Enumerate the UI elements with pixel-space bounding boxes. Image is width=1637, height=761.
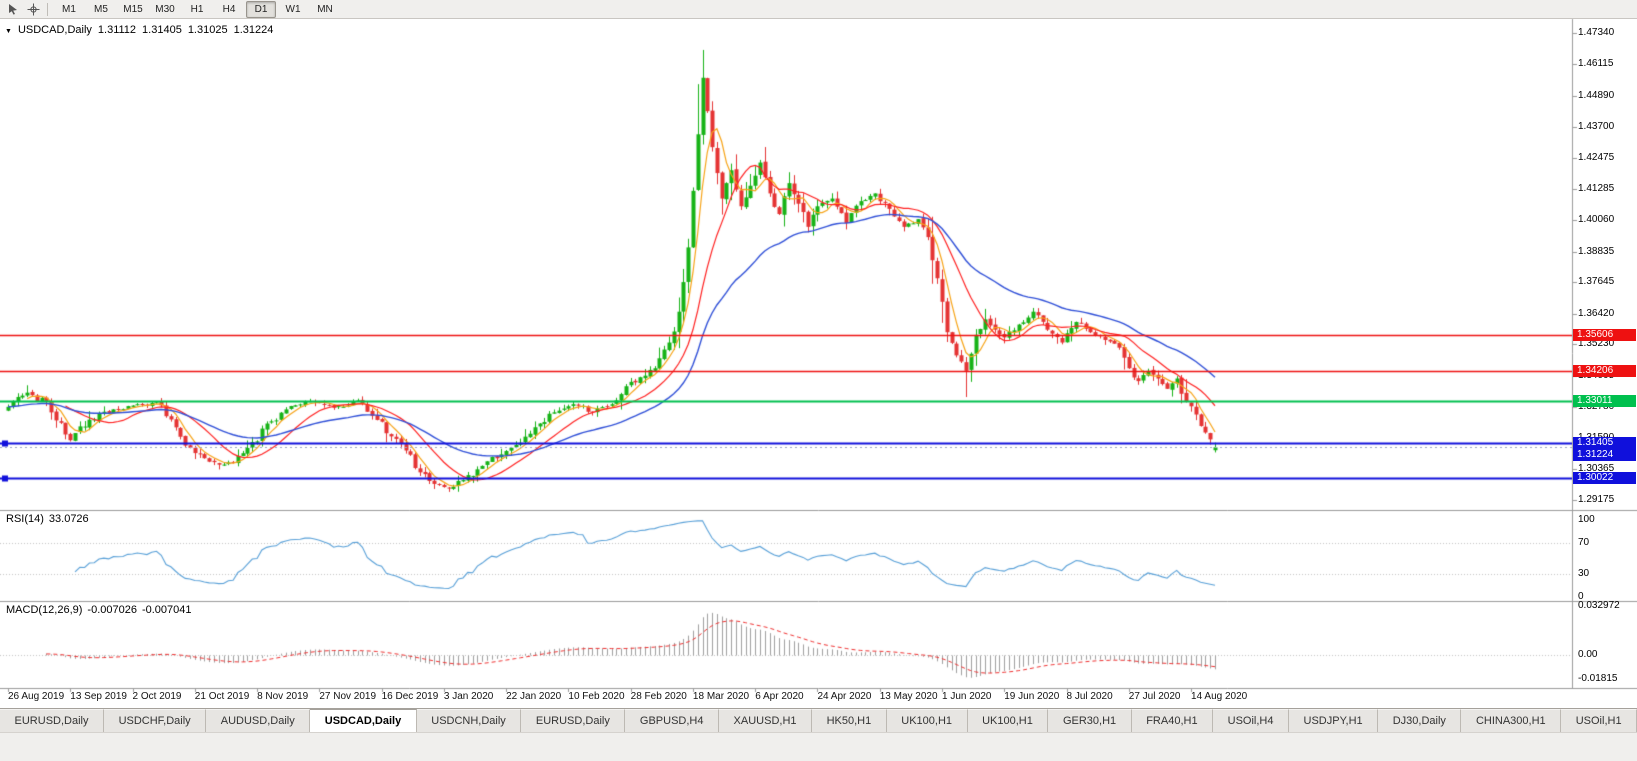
chart-tab-1-usdchf-daily[interactable]: USDCHF,Daily (104, 709, 207, 732)
chart-tab-15-dj30-daily[interactable]: DJ30,Daily (1378, 709, 1462, 732)
timeframe-button-h4[interactable]: H4 (222, 3, 236, 15)
chart-tab-5-eurusd-daily[interactable]: EURUSD,Daily (521, 709, 626, 732)
chart-tab-14-usdjpy-h1[interactable]: USDJPY,H1 (1289, 709, 1379, 732)
chart-tab-12-fra40-h1[interactable]: FRA40,H1 (1131, 709, 1214, 732)
toolbar-separator (47, 2, 48, 16)
timeframe-buttons: M1 M5 M15 M30 H1 H4 D1 W1 MN (54, 0, 340, 18)
timeframe-button-m15[interactable]: M15 (123, 3, 143, 15)
chart-tab-7-xauusd-h1[interactable]: XAUUSD,H1 (719, 709, 813, 732)
chart-tab-4-usdcnh-daily[interactable]: USDCNH,Daily (416, 709, 522, 732)
cursor-icon[interactable] (3, 1, 23, 17)
timeframe-button-h1[interactable]: H1 (190, 3, 204, 15)
chart-tab-9-uk100-h1[interactable]: UK100,H1 (886, 709, 968, 732)
timeframe-button-mn[interactable]: MN (317, 3, 333, 15)
crosshair-icon[interactable] (23, 1, 43, 17)
chart-tab-6-gbpusd-h4[interactable]: GBPUSD,H4 (625, 709, 720, 732)
timeframe-button-w1[interactable]: W1 (285, 3, 301, 15)
status-bar (0, 732, 1637, 761)
chart-tab-0-eurusd-daily[interactable]: EURUSD,Daily (0, 709, 105, 732)
chart-tab-11-ger30-h1[interactable]: GER30,H1 (1048, 709, 1132, 732)
chart-tab-3-usdcad-daily[interactable]: USDCAD,Daily (310, 709, 417, 732)
timeframe-button-m1[interactable]: M1 (62, 3, 76, 15)
chart-tab-17-usoil-h1[interactable]: USOil,H1 (1561, 709, 1637, 732)
timeframe-button-d1[interactable]: D1 (246, 0, 276, 18)
chart-tab-8-hk50-h1[interactable]: HK50,H1 (812, 709, 887, 732)
timeframe-button-m5[interactable]: M5 (94, 3, 108, 15)
chart-tab-16-china300-h1[interactable]: CHINA300,H1 (1461, 709, 1562, 732)
chart-tab-2-audusd-daily[interactable]: AUDUSD,Daily (206, 709, 311, 732)
toolbar: M1 M5 M15 M30 H1 H4 D1 W1 MN (0, 0, 1637, 19)
chart-tab-10-uk100-h1[interactable]: UK100,H1 (967, 709, 1049, 732)
chart-tabs-bar: EURUSD,Daily USDCHF,Daily AUDUSD,Daily USDC… (0, 708, 1637, 732)
chart-tab-13-usoil-h4[interactable]: USOil,H4 (1213, 709, 1289, 732)
timeframe-button-m30[interactable]: M30 (155, 3, 175, 15)
